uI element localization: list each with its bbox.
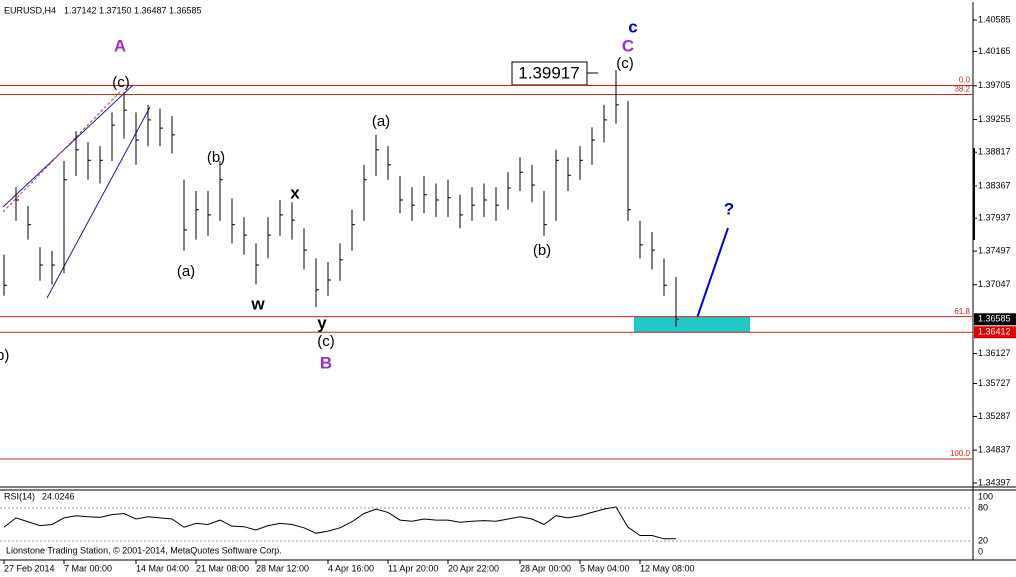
header-high: 1.37150: [99, 5, 132, 15]
fib-label: 38.2: [954, 85, 970, 94]
y-tick-label: 1.39705: [978, 80, 1011, 90]
rsi-value: 24.0246: [42, 491, 75, 501]
price-callout: 1.39917: [518, 63, 579, 82]
price-box: [974, 313, 1016, 326]
y-tick-label: 1.37497: [978, 245, 1011, 255]
rsi-tick-label: 100: [978, 491, 993, 501]
x-tick-label: 11 Apr 20:00: [388, 563, 438, 573]
x-tick-label: 12 May 08:00: [640, 563, 695, 573]
wave-label: (c): [112, 74, 130, 91]
header-open: 1.37142: [64, 5, 97, 15]
wave-label: (b): [207, 149, 225, 166]
channel-dash: [2, 91, 121, 213]
rsi-tick-label: 20: [978, 535, 988, 545]
wave-label: (a): [372, 113, 390, 130]
target-zone: [634, 316, 750, 333]
fib-label: 61.8: [954, 307, 970, 316]
x-tick-label: 28 Mar 12:00: [256, 563, 309, 573]
wave-label: x: [290, 183, 300, 202]
wave-label: (b): [533, 242, 551, 259]
y-tick-label: 1.34837: [978, 444, 1011, 454]
x-tick-label: 14 Mar 04:00: [136, 563, 189, 573]
price-box-label: 1.36585: [978, 314, 1011, 324]
wave-label: (c): [616, 55, 634, 72]
rsi-name: RSI(14): [4, 491, 35, 501]
x-tick-label: 20 Apr 22:00: [448, 563, 499, 573]
wave-label: (c): [317, 333, 335, 350]
y-tick-label: 1.40165: [978, 46, 1011, 56]
y-tick-label: 1.39255: [978, 114, 1011, 124]
wave-label: A: [114, 36, 126, 55]
header-symbol: EURUSD,H4: [4, 5, 56, 15]
wave-label: c: [628, 17, 637, 36]
header-close: 1.36585: [169, 5, 202, 15]
wave-label: (a): [177, 263, 195, 280]
x-tick-label: 5 May 04:00: [580, 563, 630, 573]
x-tick-label: 4 Apr 16:00: [328, 563, 374, 573]
x-tick-label: 21 Mar 08:00: [196, 563, 249, 573]
y-tick-label: 1.37937: [978, 213, 1011, 223]
rsi-line: [3, 506, 677, 540]
y-tick-label: 1.38817: [978, 147, 1011, 157]
support-label: 1.36412: [978, 327, 1011, 337]
y-tick-label: 1.37047: [978, 279, 1011, 289]
y-tick-label: 1.40585: [978, 14, 1011, 24]
x-tick-label: 7 Mar 00:00: [64, 563, 112, 573]
copyright: Lionstone Trading Station, © 2001-2014, …: [6, 545, 282, 555]
fib-label: 100.0: [950, 449, 971, 458]
y-tick-label: 1.36127: [978, 348, 1011, 358]
y-tick-label: 1.34397: [978, 477, 1011, 487]
rsi-tick-label: 0: [978, 546, 983, 556]
y-tick-label: 1.35287: [978, 411, 1011, 421]
support-box: [974, 326, 1016, 339]
wave-label: ?: [724, 199, 734, 218]
x-tick-label: 27 Feb 2014: [4, 563, 55, 573]
fib-label: 0.0: [959, 76, 971, 85]
y-tick-label: 1.38367: [978, 180, 1011, 190]
x-tick-label: 28 Apr 00:00: [520, 563, 571, 573]
wave-label: B: [320, 353, 332, 372]
wave-label: (b): [0, 347, 9, 364]
wave-label: y: [317, 313, 327, 332]
y-tick-label: 1.35727: [978, 378, 1011, 388]
wave-label: C: [622, 36, 634, 55]
rsi-tick-label: 80: [978, 502, 988, 512]
header-low: 1.36487: [134, 5, 167, 15]
projection-arrow: [696, 227, 729, 319]
wave-label: w: [250, 294, 265, 313]
